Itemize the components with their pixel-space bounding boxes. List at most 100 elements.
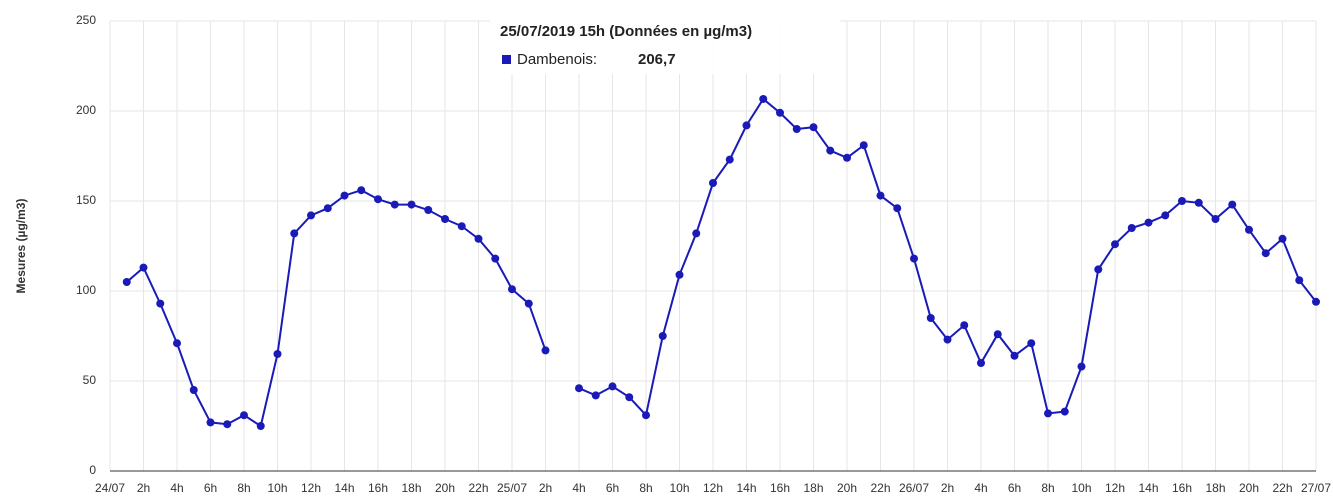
- point: [1010, 351, 1019, 360]
- point: [273, 350, 282, 358]
- point: [692, 229, 701, 238]
- x-tick-label: 22h: [468, 481, 488, 495]
- x-tick-label: 18h: [803, 481, 823, 495]
- y-tick-label: 0: [89, 463, 96, 477]
- tooltip: 25/07/2019 15h (Données en µg/m3) Damben…: [490, 10, 840, 74]
- point: [122, 278, 131, 286]
- point: [441, 215, 449, 223]
- point: [1060, 407, 1069, 416]
- x-tick-label: 4h: [170, 481, 183, 495]
- point: [960, 321, 969, 330]
- point: [474, 234, 483, 243]
- point: [625, 393, 634, 402]
- point: [524, 299, 533, 308]
- x-tick-label: 10h: [267, 481, 287, 495]
- point: [407, 200, 416, 209]
- point: [759, 94, 768, 103]
- point: [1161, 211, 1170, 220]
- point: [1044, 409, 1052, 418]
- point: [390, 200, 399, 209]
- point: [926, 314, 935, 322]
- point: [658, 332, 667, 340]
- point: [290, 229, 299, 238]
- point: [591, 391, 600, 400]
- y-axis-label: Mesures (µg/m3): [14, 199, 28, 294]
- point: [993, 330, 1002, 339]
- x-tick-label: 2h: [539, 481, 552, 495]
- point: [809, 123, 818, 132]
- point: [206, 418, 215, 427]
- plot: 0 50 100 150 200 250 24/07 2h 4h 6h 8h 10h 12h 14h 16h…: [76, 13, 1331, 495]
- point: [709, 179, 717, 187]
- x-tick-label: 18h: [401, 481, 421, 495]
- y-tick-label: 200: [76, 103, 96, 117]
- point: [1194, 198, 1203, 207]
- point: [977, 359, 985, 367]
- point: [189, 386, 198, 394]
- point: [541, 346, 550, 355]
- point: [424, 206, 433, 214]
- tooltip-box: [490, 10, 840, 74]
- point: [307, 211, 315, 220]
- point: [1144, 218, 1153, 227]
- point: [843, 153, 851, 162]
- x-tick-label: 12h: [301, 481, 321, 495]
- point: [826, 146, 835, 155]
- point: [642, 411, 650, 420]
- x-tick-label: 14h: [736, 481, 756, 495]
- x-tick-label: 14h: [1138, 481, 1158, 495]
- x-tick-label: 20h: [1239, 481, 1259, 495]
- x-tick-label: 2h: [137, 481, 150, 495]
- point: [1077, 362, 1086, 371]
- point: [859, 141, 868, 150]
- x-tick-label: 12h: [703, 481, 723, 495]
- point: [1261, 249, 1270, 258]
- point: [742, 121, 751, 130]
- point: [1245, 225, 1253, 234]
- point: [491, 254, 500, 263]
- series-line: [126, 97, 1317, 428]
- point: [139, 263, 148, 272]
- point: [1027, 339, 1036, 348]
- x-tick-label: 27/07: [1301, 481, 1331, 495]
- point: [910, 254, 918, 263]
- point: [1278, 234, 1287, 243]
- point: [675, 270, 684, 279]
- point: [357, 186, 366, 195]
- point: [508, 285, 516, 294]
- x-tick-label: 10h: [1071, 481, 1091, 495]
- x-tick-label: 6h: [1008, 481, 1021, 495]
- point: [374, 195, 382, 204]
- tooltip-series: Dambenois:: [517, 51, 597, 68]
- x-tick-label: 8h: [237, 481, 250, 495]
- x-tick-label: 26/07: [899, 481, 929, 495]
- point: [340, 191, 349, 200]
- point: [876, 191, 885, 200]
- x-tick-label: 18h: [1205, 481, 1225, 495]
- x-tick-label: 4h: [974, 481, 987, 495]
- x-tick-label: 22h: [1272, 481, 1292, 495]
- point: [1228, 200, 1237, 209]
- point: [725, 155, 734, 164]
- point: [792, 125, 801, 133]
- point: [1295, 276, 1304, 285]
- point: [893, 204, 902, 213]
- point: [173, 339, 181, 348]
- x-tick-label: 16h: [1172, 481, 1192, 495]
- point: [457, 222, 466, 231]
- x-tick-label: 24/07: [95, 481, 125, 495]
- x-tick-label: 25/07: [497, 481, 527, 495]
- point: [1111, 240, 1119, 249]
- x-tick-label: 2h: [941, 481, 954, 495]
- x-tick-label: 22h: [870, 481, 890, 495]
- point: [323, 204, 332, 213]
- point: [776, 108, 784, 117]
- x-tick-label: 6h: [204, 481, 217, 495]
- point: [256, 422, 265, 430]
- point: [943, 335, 952, 344]
- point: [1178, 197, 1186, 205]
- x-tick-label: 12h: [1105, 481, 1125, 495]
- tooltip-swatch: [502, 55, 511, 64]
- point: [1127, 224, 1136, 232]
- x-tick-label: 8h: [1041, 481, 1054, 495]
